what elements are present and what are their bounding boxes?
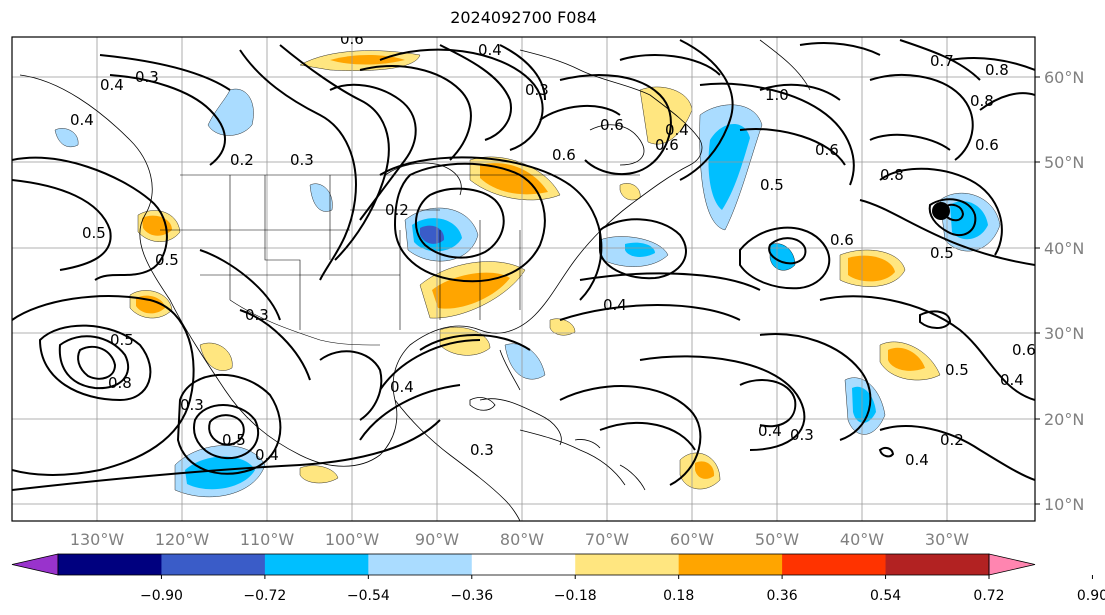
latitude-label: 60°N xyxy=(1044,68,1084,87)
contour-label: 1.0 xyxy=(765,86,789,104)
contour-label: 0.4 xyxy=(603,296,627,314)
latitude-label: 50°N xyxy=(1044,153,1084,172)
colorbar-tick-label: 0.36 xyxy=(767,588,798,604)
contour-label: 0.3 xyxy=(180,396,204,414)
contour-label: 0.6 xyxy=(655,136,679,154)
colorbar-tick-label: −0.18 xyxy=(554,588,597,604)
contour-label: 0.4 xyxy=(1000,371,1024,389)
contour-label: 0.4 xyxy=(70,111,94,129)
contour-label: 0.5 xyxy=(110,331,134,349)
map-content: 0.6 0.4 0.3 0.5 0.8 0.7 1.0 0.6 0.8 0.5 … xyxy=(12,30,1036,521)
longitude-label: 60°W xyxy=(670,530,714,549)
longitude-label: 130°W xyxy=(70,530,125,549)
colorbar-segment xyxy=(885,554,990,575)
longitude-axis: 130°W 120°W 110°W 100°W 90°W 80°W 70°W 6… xyxy=(70,530,969,549)
latitude-label: 20°N xyxy=(1044,410,1084,429)
latitude-axis: 60°N 50°N 40°N 30°N 20°N 10°N xyxy=(1035,68,1084,514)
contour-label: 0.6 xyxy=(600,116,624,134)
colorbar-tick-label: −0.54 xyxy=(347,588,390,604)
contour-label: 0.5 xyxy=(222,431,246,449)
contour-label: 0.5 xyxy=(760,176,784,194)
graticule xyxy=(12,37,1035,521)
contour-label: 0.2 xyxy=(230,151,254,169)
colorbar-tick-label: 0.18 xyxy=(663,588,694,604)
contour-label: 0.4 xyxy=(390,378,414,396)
latitude-label: 10°N xyxy=(1044,495,1084,514)
coastlines xyxy=(19,39,811,521)
colorbar-frame xyxy=(57,553,990,576)
contour-label: 0.8 xyxy=(880,166,904,184)
contour-label: 0.4 xyxy=(758,422,782,440)
contour-label: 0.6 xyxy=(975,136,999,154)
contour-label: 0.4 xyxy=(905,451,929,469)
contour-label: 0.3 xyxy=(135,68,159,86)
map-title: 2024092700 F084 xyxy=(450,8,597,27)
colorbar-segments xyxy=(11,553,1036,576)
colorbar-tick-label: 0.90 xyxy=(1077,588,1105,604)
contour-label: 0.3 xyxy=(525,81,549,99)
contour-label: 0.8 xyxy=(970,92,994,110)
contour-label: 0.5 xyxy=(930,244,954,262)
colorbar-segment xyxy=(782,554,887,575)
marker-dot xyxy=(932,202,950,220)
longitude-label: 50°W xyxy=(755,530,799,549)
contour-label: 0.6 xyxy=(815,141,839,159)
colorbar-tick-label: −0.72 xyxy=(243,588,286,604)
latitude-label: 40°N xyxy=(1044,239,1084,258)
colorbar-ticks: −0.90 −0.72 −0.54 −0.36 −0.18 0.18 0.36 … xyxy=(140,575,1105,604)
map-frame xyxy=(11,36,1036,522)
contour-label: 0.8 xyxy=(985,61,1009,79)
colorbar-segment xyxy=(368,554,473,575)
contour-label: 0.3 xyxy=(470,441,494,459)
colorbar-segment xyxy=(575,554,680,575)
contour-label: 0.3 xyxy=(290,151,314,169)
colorbar-segment xyxy=(161,554,266,575)
contour-label: 0.6 xyxy=(552,146,576,164)
longitude-label: 70°W xyxy=(585,530,629,549)
contour-label: 0.4 xyxy=(665,121,689,139)
colorbar-extend-max xyxy=(988,553,1036,576)
longitude-label: 100°W xyxy=(325,530,380,549)
longitude-label: 90°W xyxy=(415,530,459,549)
colorbar-tick-label: −0.36 xyxy=(450,588,493,604)
colorbar-segment xyxy=(471,554,576,575)
contour-label: 0.6 xyxy=(1012,341,1036,359)
colorbar-extend-min xyxy=(11,553,59,576)
contour-label: 0.4 xyxy=(478,41,502,59)
isolines xyxy=(12,39,1035,491)
longitude-label: 80°W xyxy=(500,530,544,549)
longitude-label: 30°W xyxy=(925,530,969,549)
contour-label: 0.8 xyxy=(108,374,132,392)
contour-label: 0.5 xyxy=(155,251,179,269)
longitude-label: 40°W xyxy=(840,530,884,549)
colorbar-tick-label: 0.54 xyxy=(870,588,901,604)
contour-labels: 0.6 0.4 0.3 0.5 0.8 0.7 1.0 0.6 0.8 0.5 … xyxy=(70,30,1036,469)
longitude-label: 120°W xyxy=(155,530,210,549)
contour-label: 0.2 xyxy=(940,431,964,449)
contour-label: 0.6 xyxy=(340,30,364,48)
colorbar-segment xyxy=(58,554,162,575)
contour-label: 0.3 xyxy=(245,306,269,324)
contour-label: 0.3 xyxy=(790,426,814,444)
contour-label: 0.2 xyxy=(385,201,409,219)
contour-label: 0.6 xyxy=(830,231,854,249)
colorbar-segment xyxy=(264,554,369,575)
longitude-label: 110°W xyxy=(240,530,295,549)
contour-label: 0.4 xyxy=(255,446,279,464)
contour-label: 0.5 xyxy=(82,224,106,242)
contour-label: 0.5 xyxy=(945,361,969,379)
colorbar-tick-label: −0.90 xyxy=(140,588,183,604)
colorbar: −0.90 −0.72 −0.54 −0.36 −0.18 0.18 0.36 … xyxy=(11,553,1105,604)
shaded-anomalies xyxy=(54,50,1001,497)
colorbar-segment xyxy=(678,554,783,575)
contour-label: 0.7 xyxy=(930,52,954,70)
contour-label: 0.4 xyxy=(100,76,124,94)
latitude-label: 30°N xyxy=(1044,324,1084,343)
colorbar-tick-label: 0.72 xyxy=(973,588,1004,604)
